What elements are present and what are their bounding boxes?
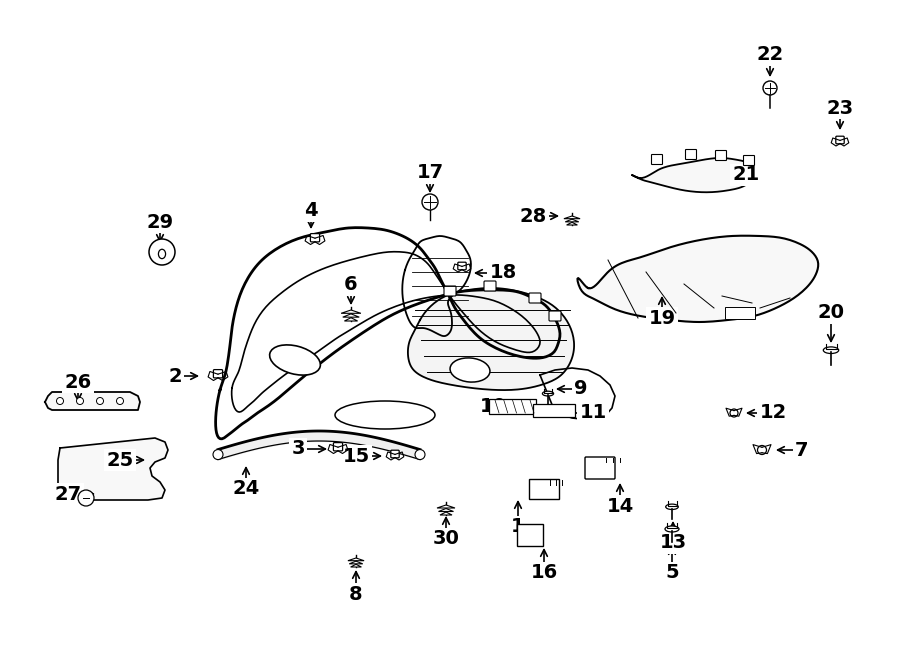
Text: 9: 9	[574, 379, 588, 399]
Circle shape	[422, 194, 438, 210]
Text: 11: 11	[580, 403, 607, 422]
FancyBboxPatch shape	[743, 155, 754, 165]
Polygon shape	[345, 318, 357, 321]
Circle shape	[149, 239, 175, 265]
FancyBboxPatch shape	[585, 457, 615, 479]
Text: 7: 7	[796, 440, 809, 459]
FancyBboxPatch shape	[686, 149, 697, 159]
FancyBboxPatch shape	[652, 155, 662, 165]
FancyBboxPatch shape	[517, 524, 543, 546]
Ellipse shape	[666, 504, 679, 510]
Polygon shape	[58, 438, 168, 500]
Ellipse shape	[270, 345, 320, 375]
FancyBboxPatch shape	[549, 311, 561, 321]
FancyBboxPatch shape	[489, 399, 536, 414]
FancyBboxPatch shape	[529, 479, 559, 499]
Text: 10: 10	[480, 397, 507, 416]
Circle shape	[96, 397, 104, 405]
Polygon shape	[632, 158, 756, 192]
Circle shape	[730, 409, 738, 417]
Text: 26: 26	[65, 373, 92, 391]
Text: 14: 14	[607, 496, 634, 516]
FancyBboxPatch shape	[529, 293, 541, 303]
Ellipse shape	[158, 249, 166, 258]
FancyBboxPatch shape	[310, 233, 320, 242]
Ellipse shape	[543, 391, 553, 396]
Polygon shape	[567, 222, 578, 225]
Ellipse shape	[450, 358, 490, 382]
FancyBboxPatch shape	[333, 443, 343, 451]
Text: 20: 20	[817, 303, 844, 323]
FancyBboxPatch shape	[484, 281, 496, 291]
Polygon shape	[351, 564, 362, 567]
Text: 5: 5	[665, 563, 679, 582]
Polygon shape	[343, 314, 359, 317]
Text: 1: 1	[511, 518, 525, 537]
Text: 27: 27	[54, 485, 82, 504]
Circle shape	[57, 397, 64, 405]
Polygon shape	[564, 216, 580, 219]
Text: 17: 17	[417, 163, 444, 182]
FancyBboxPatch shape	[716, 151, 726, 161]
Text: 21: 21	[733, 165, 760, 184]
Circle shape	[758, 446, 767, 455]
FancyBboxPatch shape	[391, 450, 400, 458]
Polygon shape	[565, 219, 579, 222]
Text: 19: 19	[648, 309, 676, 327]
Circle shape	[415, 449, 425, 459]
Circle shape	[116, 397, 123, 405]
FancyBboxPatch shape	[533, 404, 575, 417]
Polygon shape	[408, 288, 574, 390]
Circle shape	[763, 81, 777, 95]
Polygon shape	[438, 508, 454, 512]
Polygon shape	[341, 310, 361, 313]
Text: 29: 29	[147, 212, 174, 231]
FancyBboxPatch shape	[836, 136, 844, 144]
Ellipse shape	[824, 347, 839, 354]
Polygon shape	[45, 392, 140, 410]
Text: 25: 25	[106, 451, 133, 469]
Text: 30: 30	[433, 529, 459, 549]
Polygon shape	[440, 512, 452, 515]
Text: 24: 24	[232, 479, 259, 498]
Text: 28: 28	[519, 206, 546, 225]
Text: 23: 23	[826, 98, 853, 118]
Circle shape	[213, 449, 223, 459]
Polygon shape	[437, 505, 455, 508]
Polygon shape	[348, 558, 364, 561]
Text: 2: 2	[168, 366, 182, 385]
Ellipse shape	[335, 401, 435, 429]
Text: 4: 4	[304, 202, 318, 221]
FancyBboxPatch shape	[458, 262, 466, 270]
Text: 15: 15	[342, 446, 370, 465]
Circle shape	[78, 490, 94, 506]
FancyBboxPatch shape	[213, 369, 222, 378]
Polygon shape	[578, 236, 818, 322]
Text: 8: 8	[349, 584, 363, 603]
FancyBboxPatch shape	[444, 286, 456, 296]
Ellipse shape	[665, 526, 679, 532]
Text: 13: 13	[660, 533, 687, 553]
Circle shape	[76, 397, 84, 405]
Text: 16: 16	[530, 563, 558, 582]
Text: 12: 12	[760, 403, 787, 422]
Text: 18: 18	[490, 264, 517, 282]
Text: 3: 3	[292, 440, 305, 459]
FancyBboxPatch shape	[725, 307, 755, 319]
Text: 22: 22	[756, 46, 784, 65]
Polygon shape	[349, 561, 363, 564]
Text: 6: 6	[344, 276, 358, 295]
